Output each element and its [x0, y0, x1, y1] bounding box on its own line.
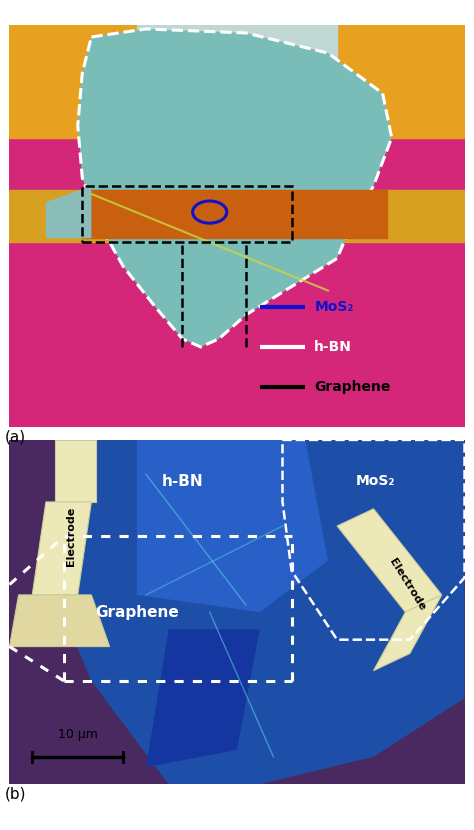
- Bar: [9, 25, 137, 138]
- Bar: [82, 190, 387, 238]
- Text: (a): (a): [5, 430, 26, 445]
- Text: h-BN: h-BN: [162, 474, 203, 489]
- Text: MoS₂: MoS₂: [314, 300, 354, 314]
- Polygon shape: [146, 629, 260, 767]
- Text: Electrode: Electrode: [388, 557, 428, 613]
- Bar: [82, 186, 292, 242]
- Bar: [137, 25, 337, 138]
- Text: Graphene: Graphene: [314, 380, 391, 394]
- Polygon shape: [137, 440, 328, 613]
- Polygon shape: [9, 595, 109, 647]
- Text: MoS₂: MoS₂: [356, 474, 395, 488]
- Text: 10 μm: 10 μm: [58, 728, 98, 741]
- Bar: [337, 25, 465, 138]
- Polygon shape: [374, 595, 442, 671]
- Polygon shape: [55, 440, 465, 784]
- Text: Electrode: Electrode: [66, 507, 76, 566]
- Polygon shape: [55, 440, 96, 502]
- Text: Graphene: Graphene: [95, 604, 179, 620]
- Polygon shape: [78, 29, 392, 347]
- Polygon shape: [337, 509, 442, 613]
- Polygon shape: [46, 186, 91, 238]
- Text: h-BN: h-BN: [314, 340, 352, 354]
- Polygon shape: [32, 502, 91, 595]
- Text: (b): (b): [5, 787, 26, 802]
- Bar: [9, 190, 465, 242]
